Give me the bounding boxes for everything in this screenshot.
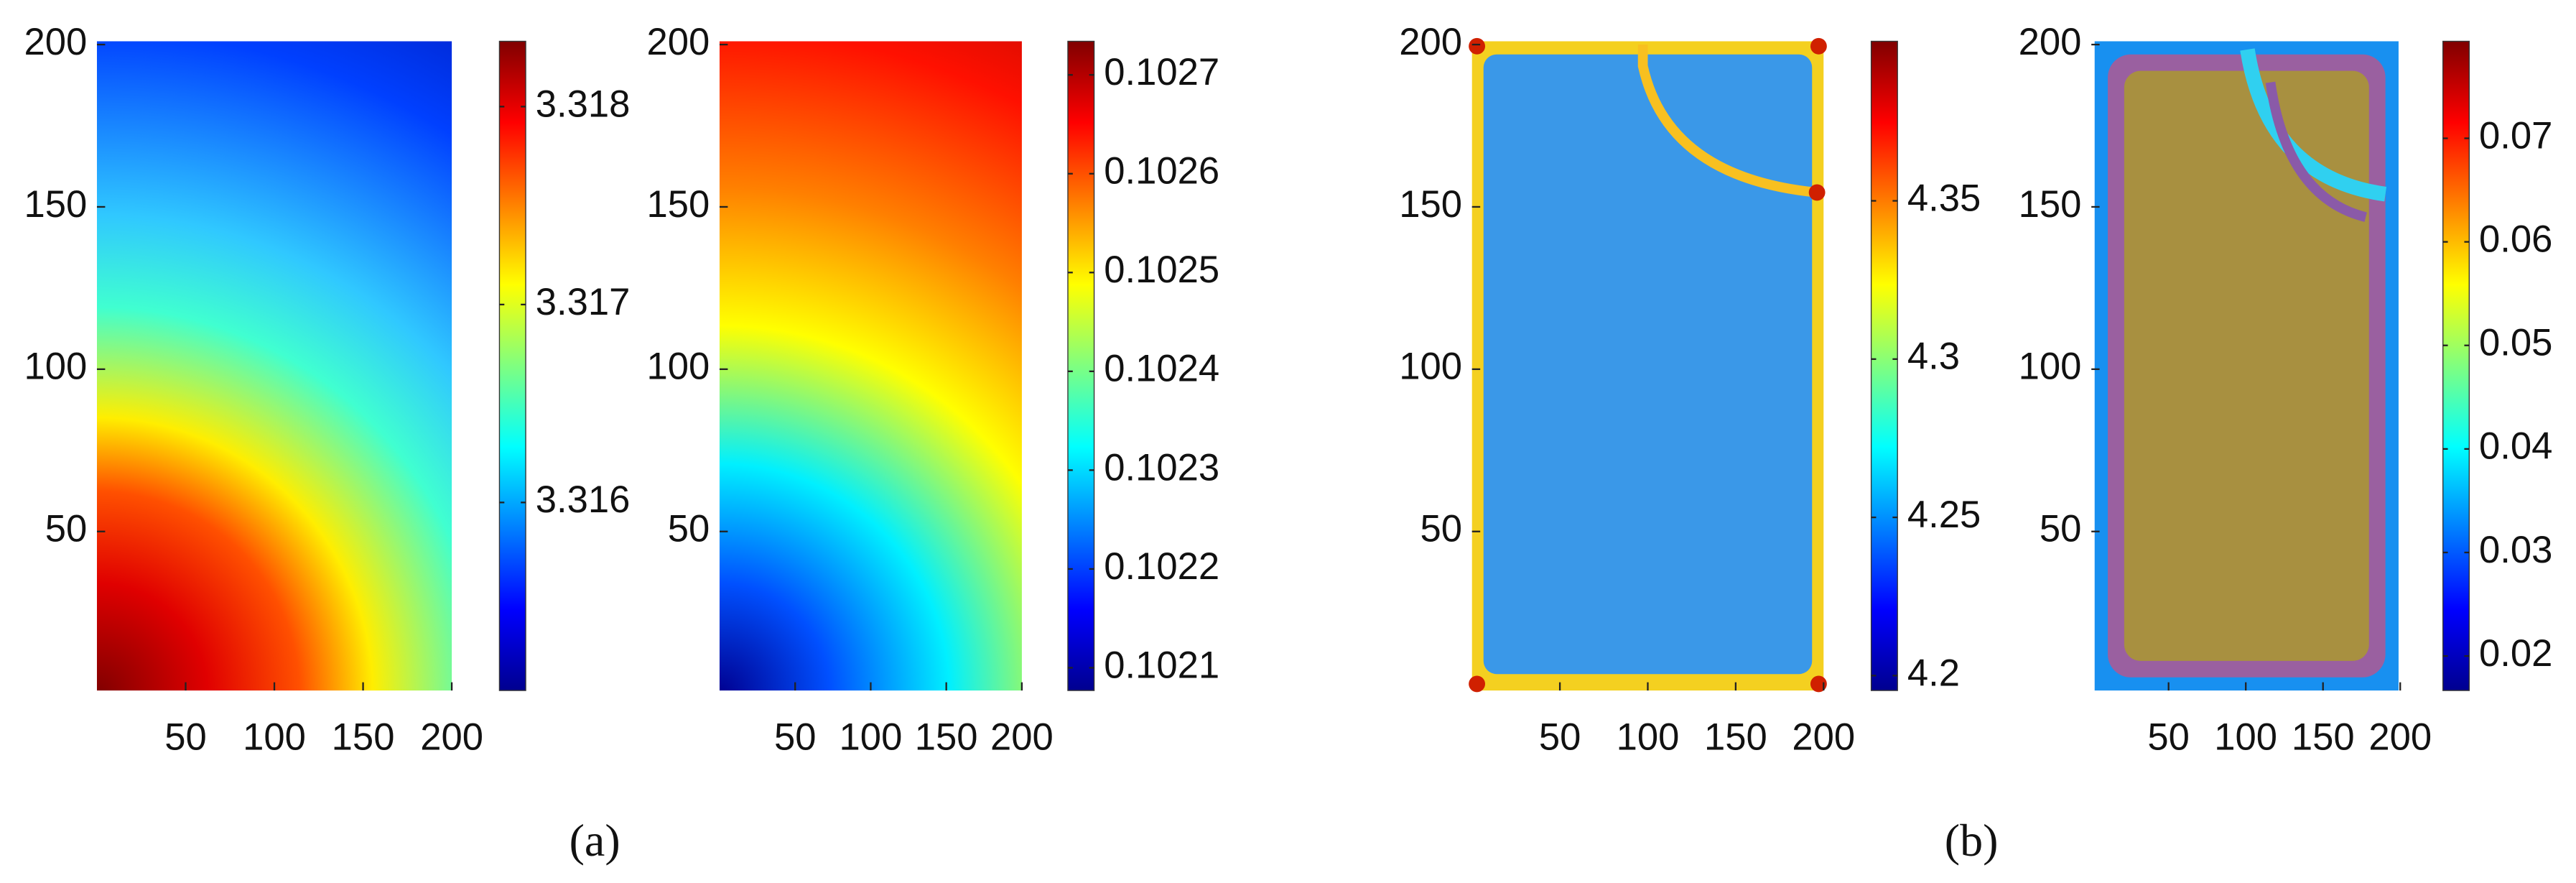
y-tick-label: 200 (2019, 21, 2082, 63)
y-tick-label: 150 (1399, 183, 1462, 226)
x-tick-label: 150 (2292, 716, 2355, 759)
heatmap (2094, 41, 2399, 691)
colorbar-tick-label: 0.1023 (1104, 446, 1219, 489)
heatmap (96, 41, 452, 691)
colorbar-tick-label: 4.2 (1907, 652, 1960, 694)
colorbar-tick-label: 4.3 (1907, 336, 1960, 378)
colorbar-tick-label: 0.1022 (1104, 545, 1219, 588)
colorbar-tick-label: 4.35 (1907, 177, 1981, 219)
colorbar (498, 40, 526, 691)
colorbar-tick-label: 0.03 (2479, 529, 2552, 571)
x-tick-label: 50 (1539, 716, 1581, 759)
y-tick-label: 100 (24, 346, 87, 388)
x-tick-label: 150 (1704, 716, 1767, 759)
y-tick-label: 200 (646, 21, 710, 63)
x-tick-label: 50 (2147, 716, 2190, 759)
colorbar-tick-label: 3.318 (536, 83, 631, 125)
x-tick-label: 150 (332, 716, 395, 759)
colorbar-tick-label: 0.07 (2479, 114, 2552, 157)
colorbar (1067, 40, 1095, 691)
caption: (a) (569, 815, 620, 866)
colorbar-tick-label: 0.1024 (1104, 348, 1219, 390)
y-tick-label: 50 (1420, 508, 1462, 550)
y-tick-label: 100 (2019, 346, 2082, 388)
x-tick-label: 100 (1617, 716, 1680, 759)
colorbar (1870, 40, 1898, 691)
colorbar-tick-label: 3.317 (536, 281, 631, 323)
y-tick-label: 50 (668, 508, 710, 550)
colorbar-tick-label: 0.1027 (1104, 51, 1219, 93)
y-tick-label: 50 (45, 508, 88, 550)
y-tick-label: 50 (2040, 508, 2082, 550)
y-tick-label: 100 (1399, 346, 1462, 388)
x-tick-label: 150 (915, 716, 978, 759)
colorbar (2442, 40, 2470, 691)
x-tick-label: 100 (2214, 716, 2277, 759)
y-tick-label: 150 (24, 183, 87, 226)
colorbar-tick-label: 3.316 (536, 479, 631, 521)
colorbar-tick-label: 0.1021 (1104, 644, 1219, 686)
colorbar-tick-label: 0.02 (2479, 632, 2552, 675)
x-tick-label: 200 (1792, 716, 1855, 759)
colorbar-tick-label: 0.06 (2479, 218, 2552, 261)
x-tick-label: 200 (420, 716, 483, 759)
y-tick-label: 100 (646, 346, 710, 388)
y-tick-label: 200 (1399, 21, 1462, 63)
colorbar-tick-label: 4.25 (1907, 494, 1981, 536)
heatmap (1469, 37, 1827, 693)
y-tick-label: 150 (646, 183, 710, 226)
x-tick-label: 100 (243, 716, 306, 759)
colorbar-tick-label: 0.05 (2479, 322, 2552, 364)
caption: (b) (1945, 815, 1999, 866)
colorbar-tick-label: 0.04 (2479, 425, 2552, 468)
y-tick-label: 200 (24, 21, 87, 63)
heatmap (719, 41, 1022, 691)
x-tick-label: 100 (840, 716, 903, 759)
y-tick-label: 150 (2019, 183, 2082, 226)
colorbar-tick-label: 0.1026 (1104, 150, 1219, 193)
colorbar-tick-label: 0.1025 (1104, 249, 1219, 291)
x-tick-label: 200 (990, 716, 1054, 759)
x-tick-label: 200 (2368, 716, 2432, 759)
heatmap-images (96, 37, 2399, 693)
x-tick-label: 50 (774, 716, 817, 759)
x-tick-label: 50 (164, 716, 207, 759)
